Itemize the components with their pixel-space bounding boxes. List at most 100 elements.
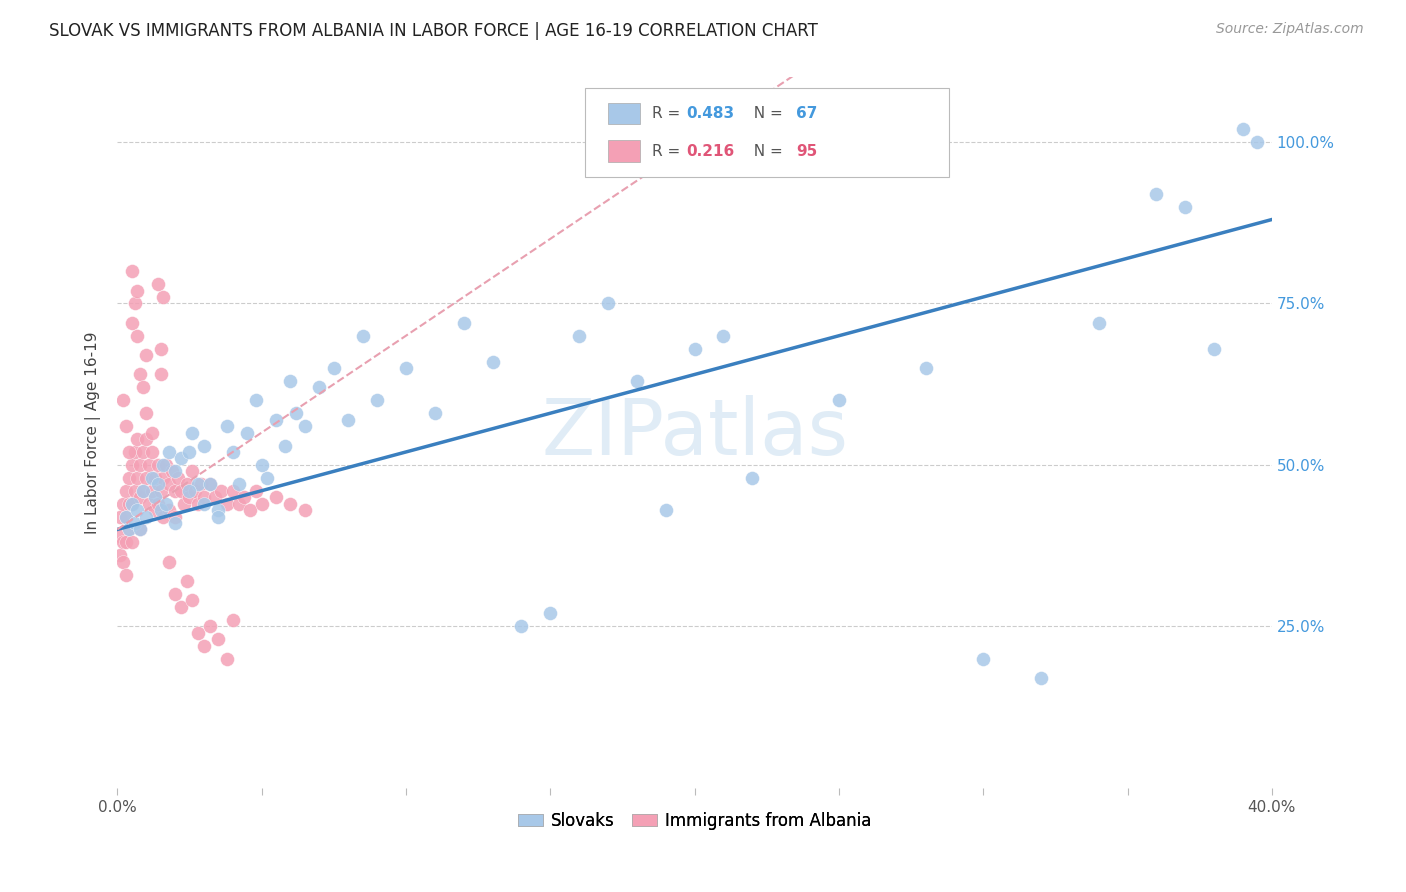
Point	[294, 503, 316, 517]
Point	[280, 497, 302, 511]
Point	[179, 483, 201, 498]
Text: 0.483: 0.483	[686, 106, 734, 121]
Point	[112, 497, 135, 511]
Point	[121, 535, 143, 549]
Point	[141, 445, 163, 459]
Point	[129, 523, 152, 537]
FancyBboxPatch shape	[607, 140, 640, 161]
Point	[124, 483, 146, 498]
Point	[135, 348, 157, 362]
Point	[127, 284, 149, 298]
Point	[181, 425, 204, 440]
Point	[141, 425, 163, 440]
Point	[115, 419, 138, 434]
Point	[280, 374, 302, 388]
Point	[233, 490, 256, 504]
Text: 95: 95	[796, 144, 817, 159]
Point	[187, 477, 209, 491]
Point	[596, 296, 619, 310]
Point	[124, 445, 146, 459]
Point	[173, 497, 195, 511]
Point	[510, 619, 533, 633]
Point	[121, 458, 143, 472]
Point	[155, 458, 177, 472]
Point	[294, 419, 316, 434]
Point	[568, 328, 591, 343]
FancyBboxPatch shape	[585, 88, 949, 177]
Point	[322, 361, 344, 376]
Point	[190, 477, 212, 491]
Point	[132, 483, 155, 498]
Legend: Slovaks, Immigrants from Albania: Slovaks, Immigrants from Albania	[512, 805, 877, 836]
Point	[337, 412, 360, 426]
Text: 67: 67	[796, 106, 817, 121]
Point	[121, 497, 143, 511]
Point	[184, 483, 207, 498]
Point	[285, 406, 308, 420]
Text: Source: ZipAtlas.com: Source: ZipAtlas.com	[1216, 22, 1364, 37]
Point	[115, 483, 138, 498]
Point	[118, 445, 141, 459]
Point	[143, 503, 166, 517]
Point	[135, 471, 157, 485]
Point	[149, 368, 172, 382]
Point	[108, 549, 131, 563]
Point	[149, 342, 172, 356]
Point	[115, 567, 138, 582]
Point	[828, 393, 851, 408]
Point	[1146, 186, 1168, 201]
Point	[108, 509, 131, 524]
Point	[152, 509, 174, 524]
Point	[187, 497, 209, 511]
Point	[132, 380, 155, 394]
Point	[654, 503, 676, 517]
Point	[132, 483, 155, 498]
Point	[273, 438, 295, 452]
Point	[207, 632, 229, 647]
Point	[1087, 316, 1109, 330]
Point	[118, 523, 141, 537]
Point	[228, 477, 250, 491]
Point	[129, 368, 152, 382]
Point	[121, 316, 143, 330]
Point	[222, 613, 245, 627]
Point	[118, 471, 141, 485]
Point	[395, 361, 418, 376]
Point	[250, 497, 273, 511]
Point	[741, 471, 763, 485]
Point	[626, 374, 648, 388]
Text: 0.216: 0.216	[686, 144, 735, 159]
Point	[222, 483, 245, 498]
Point	[157, 445, 180, 459]
Point	[423, 406, 446, 420]
Point	[135, 406, 157, 420]
Point	[683, 342, 706, 356]
Point	[149, 483, 172, 498]
Point	[167, 471, 190, 485]
Point	[129, 458, 152, 472]
Y-axis label: In Labor Force | Age 16-19: In Labor Force | Age 16-19	[86, 331, 101, 533]
Point	[366, 393, 388, 408]
Point	[215, 651, 238, 665]
Point	[155, 497, 177, 511]
Point	[127, 432, 149, 446]
Point	[207, 509, 229, 524]
Point	[146, 458, 169, 472]
Point	[118, 497, 141, 511]
Point	[972, 651, 994, 665]
Point	[1232, 122, 1254, 136]
Point	[163, 516, 186, 530]
Point	[135, 432, 157, 446]
Point	[124, 296, 146, 310]
Point	[152, 290, 174, 304]
Point	[245, 483, 267, 498]
Point	[256, 471, 278, 485]
Point	[132, 445, 155, 459]
Point	[352, 328, 374, 343]
Point	[215, 497, 238, 511]
Point	[181, 464, 204, 478]
Point	[135, 509, 157, 524]
Point	[481, 354, 503, 368]
Point	[181, 593, 204, 607]
Point	[239, 503, 262, 517]
